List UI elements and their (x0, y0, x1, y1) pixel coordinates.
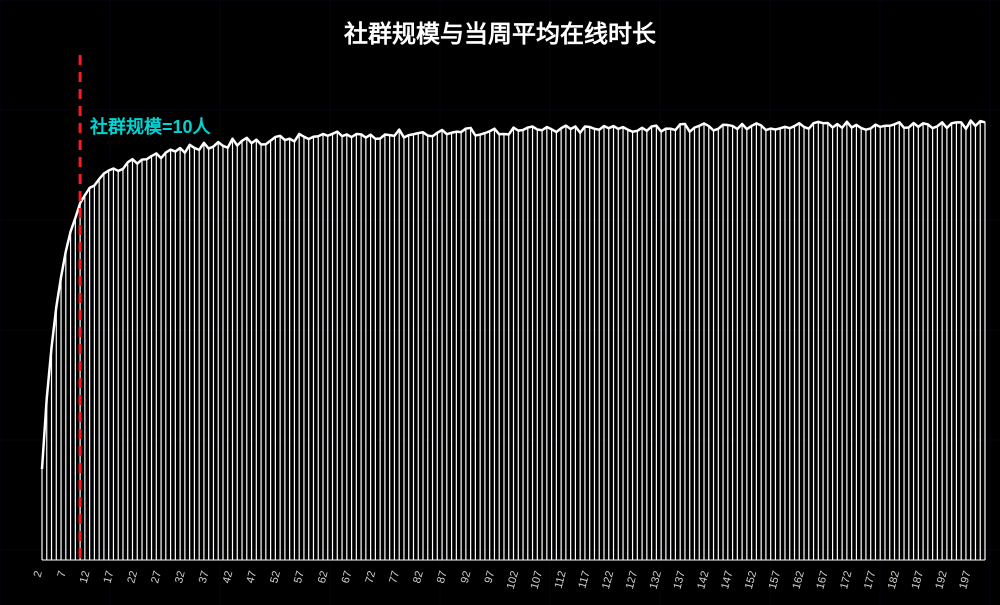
x-tick-label: 92 (459, 570, 474, 585)
x-tick-label: 62 (316, 570, 331, 585)
x-tick-label: 137 (672, 570, 688, 591)
x-tick-label: 42 (221, 570, 236, 585)
x-tick-label: 32 (173, 570, 188, 585)
x-tick-label: 177 (862, 570, 878, 591)
x-tick-label: 117 (576, 570, 592, 590)
x-tick-label: 107 (529, 570, 545, 591)
x-tick-label: 122 (600, 570, 616, 591)
x-tick-label: 82 (411, 570, 426, 585)
x-tick-label: 127 (624, 570, 640, 591)
x-tick-label: 147 (719, 570, 735, 591)
x-tick-label: 152 (743, 570, 759, 591)
x-tick-label: 22 (125, 570, 140, 585)
x-tick-label: 187 (910, 570, 926, 591)
x-tick-label: 162 (791, 570, 807, 591)
x-tick-label: 47 (244, 570, 259, 585)
x-tick-label: 172 (838, 570, 854, 591)
x-tick-label: 112 (553, 570, 569, 590)
x-tick-label: 87 (435, 570, 450, 585)
x-tick-label: 132 (648, 570, 664, 591)
x-tick-label: 197 (957, 570, 973, 591)
x-tick-label: 102 (505, 570, 521, 591)
chart-container: 社群规模与当周平均在线时长 社群规模=10人 27121722273237424… (0, 0, 1000, 605)
x-tick-label: 77 (387, 570, 402, 585)
x-tick-label: 167 (814, 570, 830, 591)
x-tick-label: 182 (886, 570, 902, 591)
x-tick-label: 27 (149, 570, 164, 585)
chart-svg: 2712172227323742475257626772778287929710… (0, 0, 1000, 605)
x-tick-label: 157 (767, 570, 783, 591)
x-tick-label: 97 (483, 570, 498, 585)
x-tick-label: 142 (695, 570, 711, 591)
x-axis-labels: 2712172227323742475257626772778287929710… (32, 570, 974, 591)
x-tick-label: 7 (56, 570, 69, 579)
x-tick-label: 72 (364, 570, 379, 585)
x-tick-label: 12 (78, 570, 93, 585)
x-tick-label: 67 (340, 570, 355, 585)
x-tick-label: 52 (268, 570, 283, 585)
x-tick-label: 17 (102, 570, 117, 585)
chart-fill (42, 121, 985, 560)
x-tick-label: 192 (933, 570, 949, 591)
x-tick-label: 37 (197, 570, 212, 585)
x-tick-label: 2 (32, 570, 45, 579)
x-tick-label: 57 (292, 570, 307, 585)
